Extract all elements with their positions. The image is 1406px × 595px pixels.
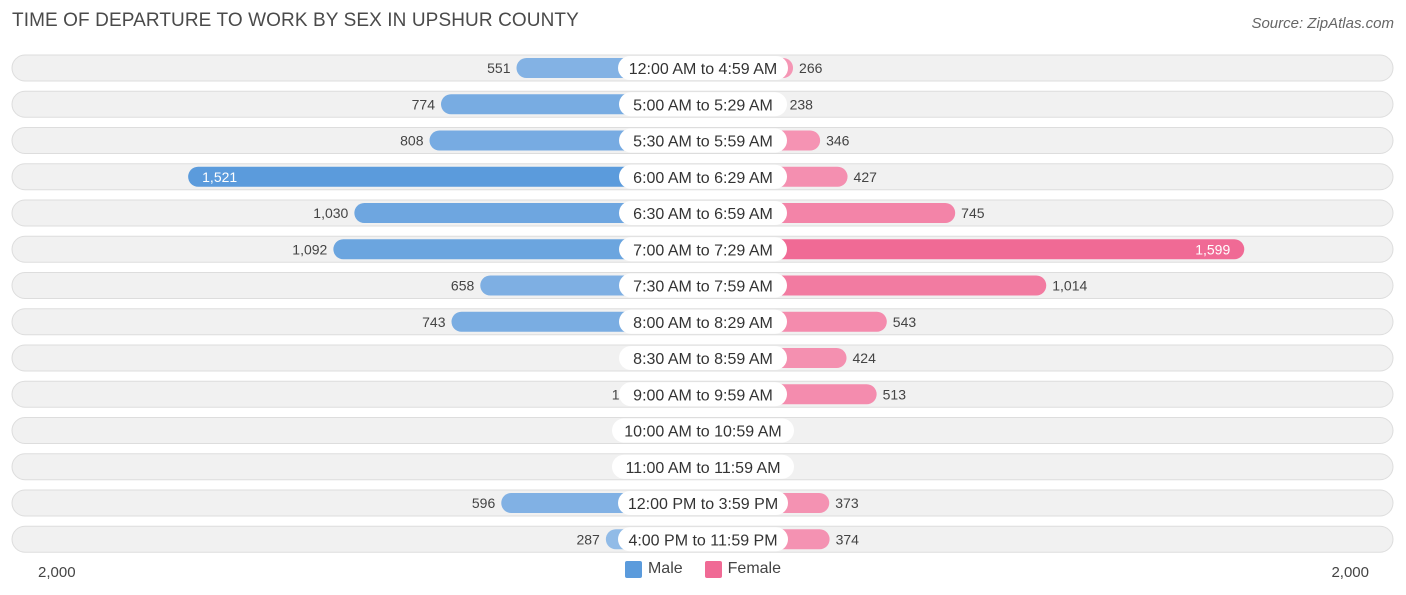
category-label: 12:00 AM to 4:59 AM xyxy=(629,61,778,78)
legend-item-female: Female xyxy=(704,560,782,578)
category-pill xyxy=(612,418,794,443)
male-value-label: 1,521 xyxy=(202,169,237,185)
male-value-label: 743 xyxy=(422,314,446,330)
category-pill xyxy=(619,237,787,262)
category-pill xyxy=(619,92,787,117)
male-bar xyxy=(354,203,703,223)
female-bar xyxy=(703,239,1245,260)
legend-item-male: Male xyxy=(624,560,683,578)
legend-swatch-male xyxy=(624,560,642,578)
category-label: 9:00 AM to 9:59 AM xyxy=(633,387,773,404)
male-value-label: 808 xyxy=(400,133,424,149)
male-value-label: 551 xyxy=(487,60,511,76)
category-pill xyxy=(619,273,787,298)
female-value-label: 266 xyxy=(799,60,823,76)
male-value-label: 287 xyxy=(576,531,600,547)
category-pill xyxy=(619,382,787,407)
category-pill xyxy=(619,201,787,225)
legend-label-male: Male xyxy=(647,560,683,577)
category-pill xyxy=(619,164,787,189)
category-label: 6:00 AM to 6:29 AM xyxy=(633,170,773,187)
category-label: 8:00 AM to 8:29 AM xyxy=(633,315,773,332)
female-value-label: 346 xyxy=(826,133,850,149)
female-value-label: 374 xyxy=(836,531,860,547)
category-pill xyxy=(619,346,787,370)
category-label: 8:30 AM to 8:59 AM xyxy=(633,351,773,368)
legend-swatch-female xyxy=(704,560,722,578)
female-value-label: 1,599 xyxy=(1195,241,1230,257)
female-bar xyxy=(703,275,1047,296)
category-label: 4:00 PM to 11:59 PM xyxy=(628,532,777,549)
female-value-label: 745 xyxy=(961,205,985,221)
axis-right-label: 2,000 xyxy=(1331,564,1369,581)
category-label: 7:00 AM to 7:29 AM xyxy=(633,242,773,259)
female-value-label: 543 xyxy=(893,314,917,330)
category-label: 11:00 AM to 11:59 AM xyxy=(625,460,780,477)
female-value-label: 373 xyxy=(835,495,859,511)
axis-left-label: 2,000 xyxy=(38,564,76,581)
female-value-label: 513 xyxy=(883,386,907,402)
category-pill xyxy=(618,527,788,552)
female-value-label: 424 xyxy=(853,350,877,366)
male-value-label: 658 xyxy=(451,278,475,294)
chart-title: TIME OF DEPARTURE TO WORK BY SEX IN UPSH… xyxy=(12,10,579,31)
category-pill xyxy=(612,454,794,479)
female-value-label: 1,014 xyxy=(1052,278,1087,294)
category-label: 6:30 AM to 6:59 AM xyxy=(633,206,773,223)
category-pill xyxy=(619,309,787,334)
male-bar xyxy=(188,166,704,187)
source-label: Source: ZipAtlas.com xyxy=(1251,15,1394,32)
category-label: 12:00 PM to 3:59 PM xyxy=(628,496,778,513)
male-value-label: 774 xyxy=(412,96,436,112)
category-label: 10:00 AM to 10:59 AM xyxy=(624,424,781,441)
male-value-label: 1,030 xyxy=(313,205,348,221)
male-bar xyxy=(333,239,703,260)
female-value-label: 238 xyxy=(790,96,814,112)
legend: Male Female xyxy=(0,560,1406,578)
category-label: 7:30 AM to 7:59 AM xyxy=(633,279,773,296)
male-value-label: 596 xyxy=(472,495,496,511)
female-value-label: 427 xyxy=(854,169,878,185)
category-label: 5:30 AM to 5:59 AM xyxy=(633,134,773,151)
category-label: 5:00 AM to 5:29 AM xyxy=(633,97,773,114)
category-pill xyxy=(618,56,788,80)
category-pill xyxy=(618,491,788,515)
legend-label-female: Female xyxy=(727,560,782,577)
category-pill xyxy=(619,128,787,153)
male-value-label: 1,092 xyxy=(292,241,327,257)
